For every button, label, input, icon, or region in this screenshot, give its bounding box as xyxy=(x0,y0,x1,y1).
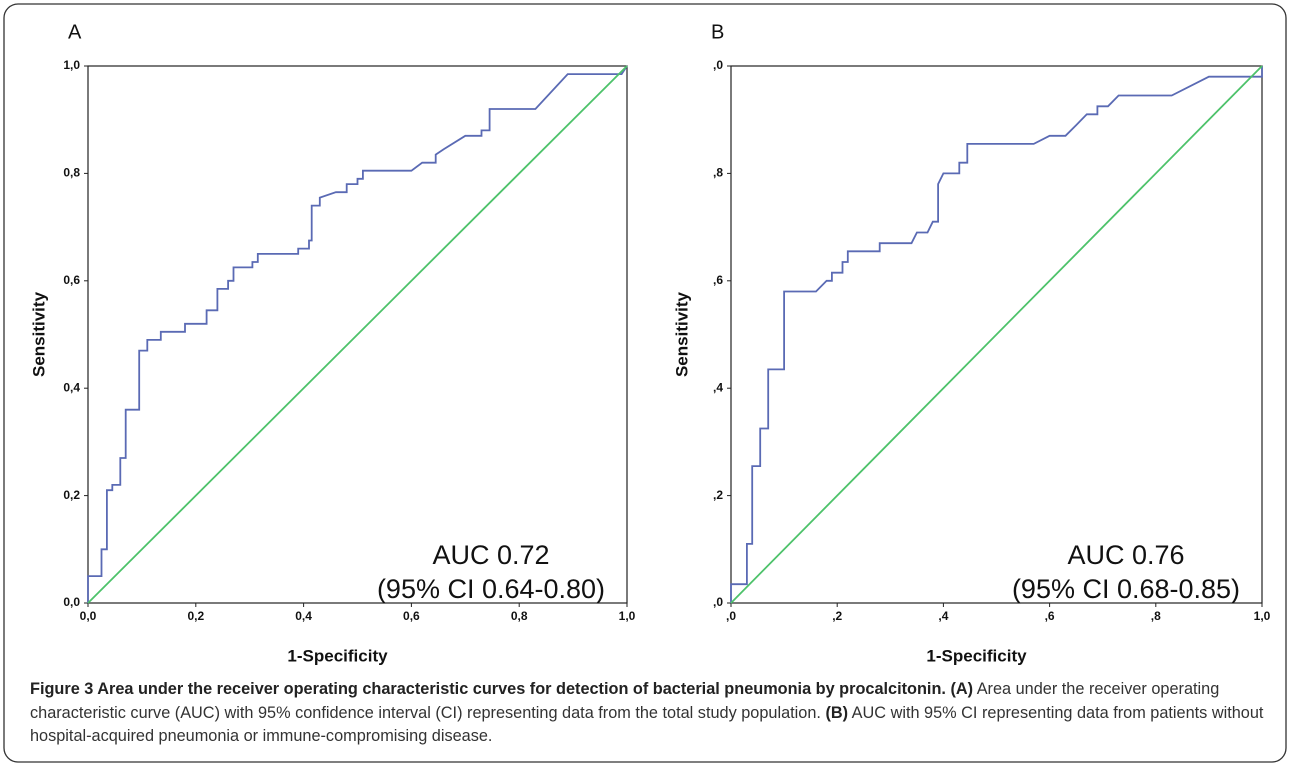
panel-label: A xyxy=(68,21,82,43)
y-tick-label: 0,4 xyxy=(63,380,80,394)
y-tick-label: 0,2 xyxy=(63,488,80,502)
x-tick-label: 1,0 xyxy=(1254,609,1271,623)
y-tick-label: ,6 xyxy=(713,273,723,287)
x-axis-label: 1-Specificity xyxy=(926,646,1027,665)
y-tick-label: 0,8 xyxy=(63,166,80,180)
x-axis-label: 1-Specificity xyxy=(287,646,388,665)
caption-text: (A) xyxy=(950,680,974,698)
caption-text: Area under the receiver operating charac… xyxy=(30,680,1220,722)
annotation: (95% CI 0.64-0.80) xyxy=(377,574,605,604)
x-tick-label: 0,0 xyxy=(80,609,97,623)
x-tick-label: 1,0 xyxy=(619,609,636,623)
y-tick-label: ,4 xyxy=(713,380,723,394)
y-tick-label: 1,0 xyxy=(63,58,80,72)
x-tick-label: ,2 xyxy=(832,609,842,623)
series-line xyxy=(730,65,1263,604)
x-tick-label: ,8 xyxy=(1151,609,1161,623)
y-axis-label: Sensitivity xyxy=(29,291,48,377)
y-tick-label: ,8 xyxy=(713,166,723,180)
annotation: AUC 0.72 xyxy=(432,540,549,570)
y-tick-label: ,0 xyxy=(713,58,723,72)
y-tick-label: 0,6 xyxy=(63,273,80,287)
plot-area xyxy=(87,65,628,604)
caption-text: (B) xyxy=(825,703,849,722)
y-axis-label: Sensitivity xyxy=(672,291,691,377)
caption-text: Figure 3 Area under the receiver operati… xyxy=(30,680,946,698)
panel-label: B xyxy=(711,21,724,43)
figure-frame xyxy=(3,3,1287,763)
y-tick-label: ,2 xyxy=(713,488,723,502)
caption: Figure 3 Area under the receiver operati… xyxy=(30,678,1265,749)
annotation: AUC 0.76 xyxy=(1067,540,1184,570)
y-tick-label: 0,0 xyxy=(63,595,80,609)
caption-text: AUC with 95% CI representing data from p… xyxy=(30,703,1264,746)
series-line xyxy=(730,66,1263,603)
x-tick-label: ,0 xyxy=(726,609,736,623)
y-tick-label: ,0 xyxy=(713,595,723,609)
x-tick-label: 0,4 xyxy=(295,609,312,623)
series-line xyxy=(87,65,628,603)
x-tick-label: 0,6 xyxy=(403,609,420,623)
x-tick-label: ,4 xyxy=(938,609,948,623)
series-line xyxy=(87,65,628,604)
x-tick-label: ,6 xyxy=(1045,609,1055,623)
x-tick-label: 0,8 xyxy=(511,609,528,623)
x-tick-label: 0,2 xyxy=(187,609,204,623)
annotation: (95% CI 0.68-0.85) xyxy=(1012,574,1240,604)
plot-area xyxy=(730,65,1263,604)
